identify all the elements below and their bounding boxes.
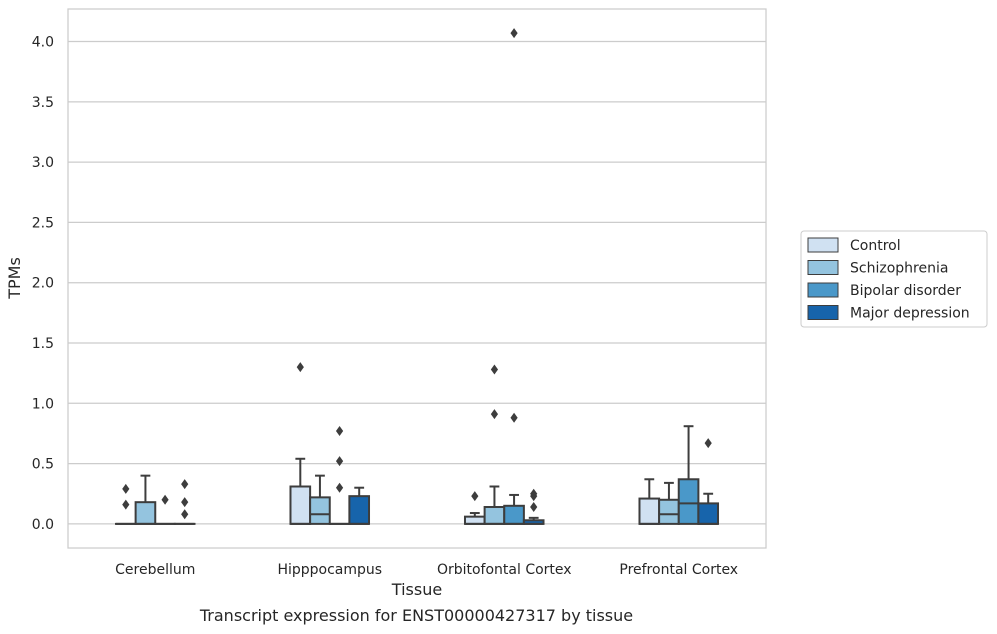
y-axis-ticks: 0.0 0.5 1.0 1.5 2.0 2.5 3.0 3.5 4.0 bbox=[32, 35, 54, 533]
outlier-point bbox=[181, 509, 189, 520]
legend-frame bbox=[800, 230, 988, 328]
box-schizophrenia bbox=[309, 474, 331, 525]
box-body bbox=[638, 497, 661, 525]
box-major-depression bbox=[697, 438, 720, 525]
outlier-point bbox=[471, 491, 479, 502]
x-axis-ticks: Cerebellum Hipppocampus Orbitofontal Corte… bbox=[115, 562, 738, 578]
legend-items: Control Schizophrenia Bipolar disorder Majo… bbox=[807, 237, 970, 322]
chart-caption: Transcript expression for ENST0000042731… bbox=[199, 606, 634, 625]
outlier-point bbox=[510, 412, 518, 423]
outlier-point bbox=[530, 502, 538, 513]
box-bipolar-disorder bbox=[677, 425, 700, 525]
box-bipolar-disorder bbox=[503, 28, 525, 525]
y-tick-label: 3.5 bbox=[32, 95, 54, 111]
outlier-point bbox=[161, 494, 169, 505]
outlier-point bbox=[181, 497, 189, 508]
box-body bbox=[348, 495, 371, 525]
box-body bbox=[503, 504, 525, 525]
box-body bbox=[677, 478, 700, 525]
y-tick-label: 2.0 bbox=[32, 276, 54, 292]
grid-lines bbox=[68, 40, 766, 525]
legend-swatch bbox=[807, 305, 839, 320]
outlier-point bbox=[335, 482, 344, 493]
y-tick-label: 4.0 bbox=[32, 35, 54, 51]
y-tick-label: 2.5 bbox=[32, 215, 54, 231]
y-axis-label: TPMs bbox=[5, 257, 24, 300]
plot-background bbox=[68, 9, 766, 548]
legend: Control Schizophrenia Bipolar disorder Majo… bbox=[800, 230, 988, 328]
outlier-point bbox=[181, 479, 189, 490]
box-major-depression bbox=[173, 479, 196, 525]
box-major-depression bbox=[348, 486, 371, 525]
plot-frame bbox=[67, 8, 767, 549]
box-bipolar-disorder bbox=[328, 426, 351, 525]
box-major-depression bbox=[522, 488, 545, 525]
legend-swatch bbox=[807, 237, 839, 253]
y-tick-label: 0.0 bbox=[32, 517, 54, 533]
legend-swatch bbox=[807, 260, 839, 275]
box-schizophrenia bbox=[134, 474, 157, 525]
y-tick-label: 3.0 bbox=[32, 155, 54, 171]
outlier-point bbox=[490, 364, 499, 375]
box-body bbox=[463, 515, 486, 525]
legend-swatch bbox=[807, 282, 839, 298]
x-tick-label: Hipppocampus bbox=[277, 562, 382, 578]
legend-label: Schizophrenia bbox=[850, 261, 948, 277]
box-body bbox=[658, 498, 680, 525]
outlier-point bbox=[530, 491, 538, 502]
box-body bbox=[483, 506, 506, 525]
box-schizophrenia bbox=[483, 364, 506, 525]
legend-label: Control bbox=[850, 238, 901, 254]
x-tick-label: Cerebellum bbox=[115, 562, 195, 578]
outlier-point bbox=[296, 362, 304, 373]
legend-label: Bipolar disorder bbox=[850, 283, 961, 299]
outlier-point bbox=[335, 456, 344, 467]
outlier-point bbox=[510, 28, 518, 39]
y-tick-label: 1.0 bbox=[32, 396, 54, 412]
box-body bbox=[289, 485, 312, 525]
x-tick-label: Prefrontal Cortex bbox=[619, 562, 738, 578]
y-tick-label: 1.5 bbox=[32, 336, 54, 352]
outlier-point bbox=[122, 499, 130, 510]
legend-label: Major depression bbox=[850, 306, 970, 322]
outlier-point bbox=[704, 438, 712, 449]
x-tick-label: Orbitofontal Cortex bbox=[437, 562, 572, 578]
outlier-point bbox=[490, 409, 499, 420]
box-body bbox=[697, 502, 720, 525]
outlier-point bbox=[122, 483, 130, 494]
box-body bbox=[309, 496, 331, 525]
box-body bbox=[134, 501, 157, 525]
box-group bbox=[114, 28, 720, 525]
x-axis-label: Tissue bbox=[391, 580, 442, 599]
outlier-point bbox=[335, 426, 344, 437]
box-control bbox=[289, 362, 312, 525]
y-tick-label: 0.5 bbox=[32, 457, 54, 473]
